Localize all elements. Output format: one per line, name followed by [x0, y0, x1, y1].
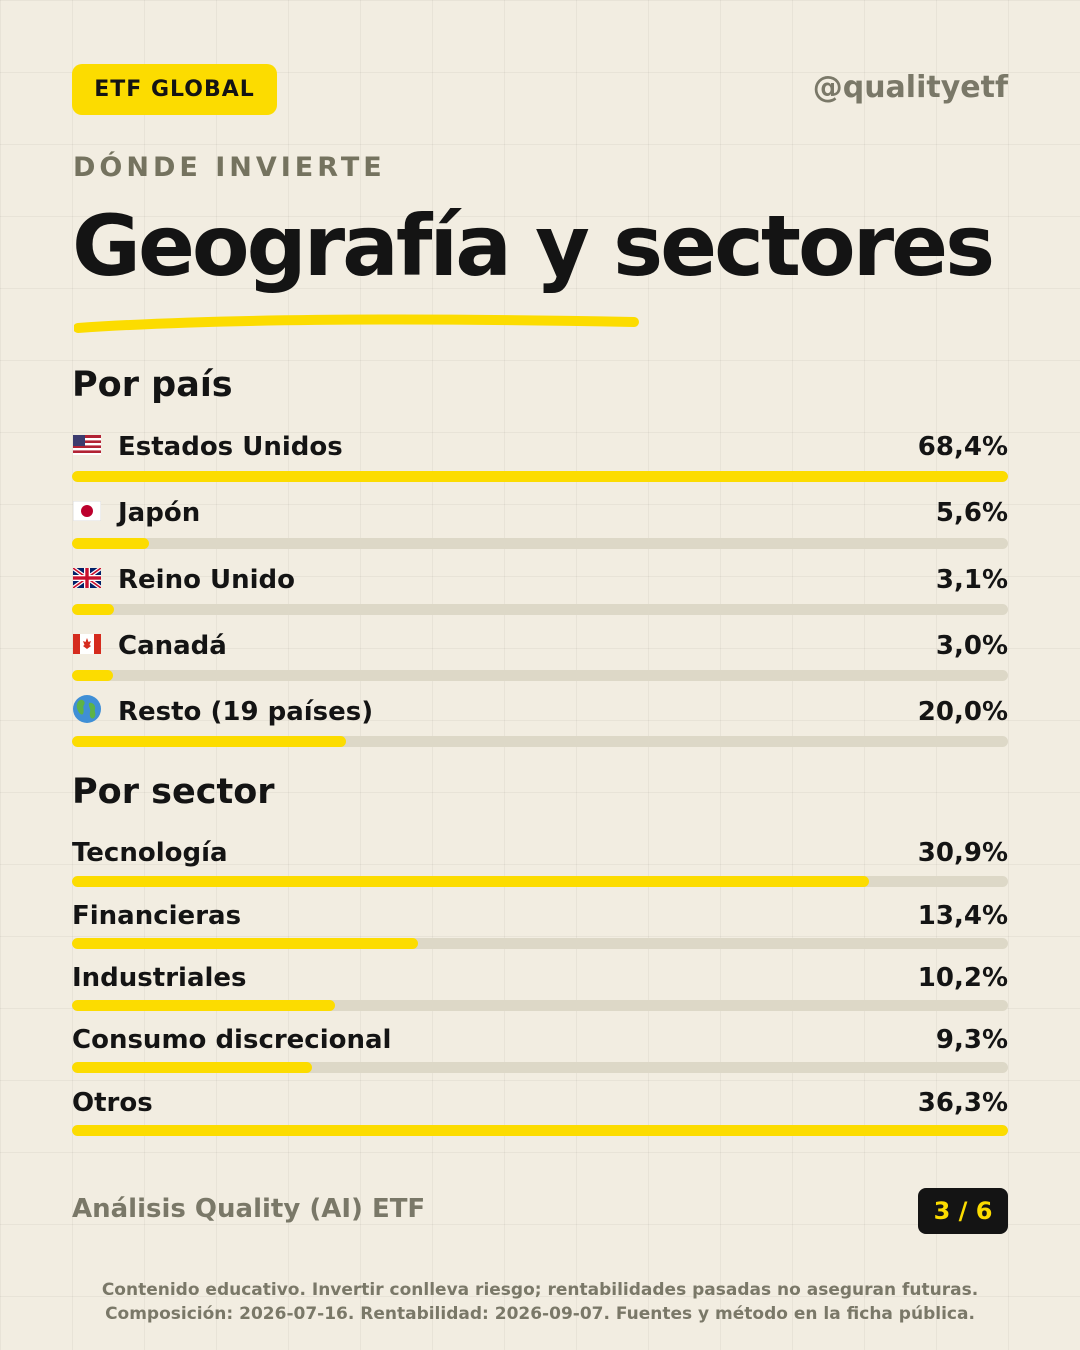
- country-row-rest: Resto (19 países) 20,0%: [72, 694, 1008, 757]
- sector-bar-track: [72, 1000, 1008, 1011]
- page-title: Geografía y sectores: [72, 197, 995, 295]
- country-chart-title: Por país: [72, 365, 233, 405]
- country-bar: [72, 538, 149, 549]
- badge-label: ETF GLOBAL: [94, 77, 255, 102]
- country-bar-track: [72, 670, 1008, 681]
- social-handle: @qualityetf: [812, 70, 1008, 105]
- title-underline: [74, 314, 639, 333]
- country-value-label: 3,1%: [935, 565, 1008, 595]
- country-value-label: 68,4%: [917, 432, 1008, 462]
- sector-bar: [72, 1000, 335, 1011]
- page-indicator-label: 3 / 6: [933, 1197, 993, 1225]
- etf-global-badge: ETF GLOBAL: [72, 64, 277, 115]
- country-label: Resto (19 países): [118, 697, 374, 727]
- sector-label: Financieras: [72, 901, 242, 931]
- country-bar-track: [72, 736, 1008, 747]
- uk-flag-icon: [71, 565, 103, 595]
- sector-bar-track: [72, 876, 1008, 887]
- sector-row-otros: Otros 36,3%: [72, 1088, 1008, 1148]
- section-kicker: DÓNDE INVIERTE: [73, 152, 386, 183]
- country-value-label: 3,0%: [935, 631, 1008, 661]
- country-label: Estados Unidos: [118, 432, 343, 462]
- sector-value-label: 13,4%: [917, 901, 1008, 931]
- sector-row-tecnologia: Tecnología 30,9%: [72, 838, 1008, 898]
- country-label: Canadá: [118, 631, 227, 661]
- sector-value-label: 36,3%: [917, 1088, 1008, 1118]
- country-row-us: Estados Unidos 68,4%: [72, 432, 1008, 492]
- country-bar: [72, 471, 1008, 482]
- sector-value-label: 9,3%: [935, 1025, 1008, 1055]
- sector-bar: [72, 1062, 312, 1073]
- country-row-uk: Reino Unido 3,1%: [71, 565, 1008, 625]
- country-bar-track: [72, 604, 1008, 615]
- country-row-canada: Canadá 3,0%: [72, 631, 1008, 691]
- sector-bar-track: [72, 1062, 1008, 1073]
- country-row-japan: Japón 5,6%: [72, 498, 1008, 558]
- sector-label: Industriales: [72, 963, 247, 993]
- sector-label: Consumo discrecional: [72, 1025, 392, 1055]
- sector-bar: [72, 938, 418, 949]
- country-bar-track: [72, 538, 1008, 549]
- sector-chart-title: Por sector: [72, 772, 275, 812]
- sector-bar-track: [72, 1125, 1008, 1136]
- sector-row-consumo: Consumo discrecional 9,3%: [72, 1025, 1008, 1085]
- disclaimer-line-2: Composición: 2026-07-16. Rentabilidad: 2…: [105, 1304, 975, 1324]
- canada-flag-icon: [72, 631, 102, 661]
- japan-flag-icon: [72, 498, 102, 528]
- sector-row-industriales: Industriales 10,2%: [72, 963, 1008, 1023]
- sector-label: Tecnología: [72, 838, 228, 868]
- us-flag-icon: [72, 432, 102, 462]
- sector-value-label: 10,2%: [917, 963, 1008, 993]
- footer-label: Análisis Quality (AI) ETF: [72, 1194, 426, 1224]
- country-label: Japón: [118, 498, 201, 528]
- country-bar: [72, 604, 115, 615]
- sector-value-label: 30,9%: [917, 838, 1008, 868]
- sector-bar: [72, 876, 869, 887]
- globe-icon: [72, 694, 102, 731]
- country-bar-track: [72, 471, 1008, 482]
- sector-row-financieras: Financieras 13,4%: [72, 901, 1008, 961]
- sector-bar: [72, 1125, 1008, 1136]
- country-value-label: 20,0%: [917, 697, 1008, 727]
- disclaimer-line-1: Contenido educativo. Invertir conlleva r…: [101, 1280, 979, 1300]
- country-bar: [72, 736, 346, 747]
- country-bar: [72, 670, 114, 681]
- country-label: Reino Unido: [118, 565, 295, 595]
- page-indicator: 3 / 6: [918, 1188, 1008, 1234]
- country-value-label: 5,6%: [935, 498, 1008, 528]
- sector-label: Otros: [72, 1088, 153, 1118]
- sector-bar-track: [72, 938, 1008, 949]
